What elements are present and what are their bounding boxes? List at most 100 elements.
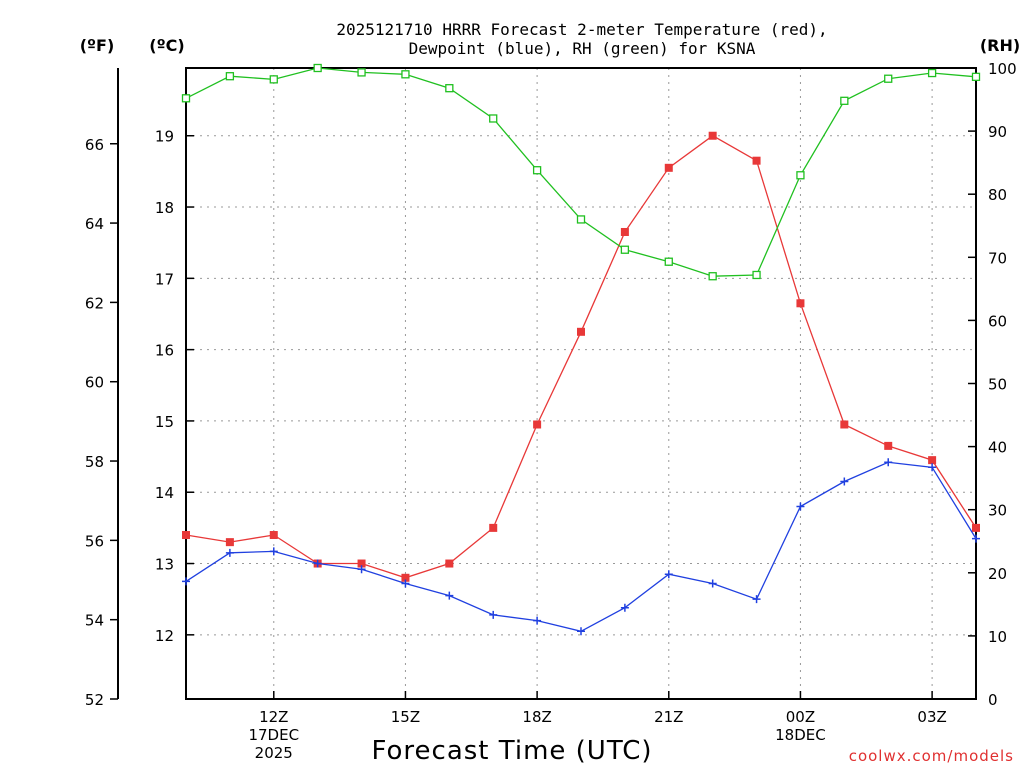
time-ticks: 12Z 17DEC 2025 15Z 18Z 21Z 00Z 18DEC 03Z: [248, 691, 947, 762]
dewpoint-point: [489, 610, 498, 619]
celsius-tick-label: 19: [155, 128, 174, 146]
rh-point: [664, 257, 673, 266]
fahrenheit-unit-label: (ºF): [80, 36, 115, 55]
rh-tick-label: 60: [988, 312, 1007, 330]
dewpoint-point: [928, 463, 937, 472]
fahrenheit-tick-label: 60: [85, 374, 104, 392]
rh-point: [971, 72, 981, 81]
temperature-point: [884, 441, 893, 450]
celsius-unit-label: (ºC): [149, 36, 184, 55]
rh-unit-label: (RH): [980, 36, 1020, 55]
rh-tick-label: 40: [988, 439, 1007, 457]
rh-tick-label: 20: [988, 565, 1007, 583]
dewpoint-point: [840, 477, 849, 486]
rh-point: [269, 75, 278, 84]
fahrenheit-tick-label: 52: [85, 691, 104, 709]
rh-ticks: 0 10 20 30 40 50 60 70 80 90 100: [968, 60, 1017, 709]
dewpoint-point: [577, 627, 585, 636]
dewpoint-point: [752, 595, 761, 604]
time-tick-label-line: 2025: [255, 744, 293, 762]
rh-point: [489, 114, 498, 123]
rh-point: [445, 84, 454, 93]
temperature-point: [708, 131, 717, 140]
dewpoint-point: [796, 502, 805, 511]
time-tick-label: 03Z: [917, 708, 946, 726]
time-tick-label-line: 12Z: [259, 708, 288, 726]
time-tick-label-line: 15Z: [391, 708, 420, 726]
data-series: [181, 63, 981, 636]
temperature-point: [533, 420, 542, 429]
rh-point: [576, 215, 586, 224]
rh-point: [225, 72, 235, 81]
rh-point: [181, 94, 191, 103]
chart-title-line2: Dewpoint (blue), RH (green) for KSNA: [409, 39, 756, 58]
rh-tick-label: 100: [988, 60, 1017, 78]
dewpoint-point: [708, 579, 717, 588]
dewpoint-point: [972, 534, 980, 543]
rh-tick-label: 50: [988, 376, 1007, 394]
dewpoint-point: [884, 458, 893, 467]
rh-tick-label: 10: [988, 628, 1007, 646]
temperature-point: [972, 523, 980, 532]
dewpoint-point: [357, 565, 366, 574]
chart-title-line1: 2025121710 HRRR Forecast 2-meter Tempera…: [336, 20, 827, 39]
temperature-point: [577, 327, 585, 336]
temperature-point: [401, 573, 410, 582]
celsius-tick-label: 14: [155, 484, 174, 502]
rh-line: [185, 67, 977, 277]
celsius-tick-label: 15: [155, 413, 174, 431]
fahrenheit-tick-label: 54: [85, 612, 104, 630]
temperature-point: [357, 559, 366, 568]
rh-point: [708, 272, 717, 281]
dewpoint-point: [401, 579, 410, 588]
time-tick-label-line: 00Z: [786, 708, 815, 726]
fahrenheit-tick-label: 56: [85, 532, 104, 550]
dewpoint-point: [269, 547, 278, 556]
temperature-point: [752, 156, 761, 165]
dewpoint-line: [185, 461, 977, 632]
celsius-tick-label: 12: [155, 627, 174, 645]
dewpoint-point: [313, 559, 322, 568]
plot-frame: [185, 67, 977, 700]
dewpoint-point: [445, 591, 454, 600]
time-tick-label: 00Z 18DEC: [775, 708, 826, 744]
dewpoint-point: [182, 577, 190, 586]
temperature-point: [796, 299, 805, 308]
dewpoint-point: [225, 548, 234, 557]
time-tick-label: 12Z 17DEC 2025: [248, 708, 299, 762]
celsius-tick-label: 18: [155, 199, 174, 217]
fahrenheit-tick-label: 62: [85, 294, 104, 312]
rh-point: [927, 68, 937, 78]
rh-tick-label: 30: [988, 502, 1007, 520]
rh-point: [796, 171, 805, 180]
time-tick-label: 21Z: [654, 708, 683, 726]
source-credit[interactable]: coolwx.com/models: [849, 747, 1014, 765]
temperature-point: [269, 531, 278, 540]
fahrenheit-tick-label: 58: [85, 453, 104, 471]
rh-tick-label: 80: [988, 186, 1007, 204]
temperature-point: [928, 456, 937, 465]
rh-tick-label: 0: [988, 691, 998, 709]
rh-point: [884, 74, 893, 83]
fahrenheit-tick-label: 64: [85, 215, 104, 233]
time-tick-label-line: 21Z: [654, 708, 683, 726]
fahrenheit-ticks: 52 54 56 58 60 62 64 66: [85, 136, 118, 709]
grid-lines: [186, 68, 976, 699]
rh-point: [401, 70, 410, 79]
celsius-tick-label: 16: [155, 342, 174, 360]
rh-point: [313, 63, 322, 73]
rh-point: [840, 96, 849, 105]
celsius-ticks: 12 13 14 15 16 17 18 19: [155, 128, 194, 645]
time-tick-label-line: 18DEC: [775, 726, 826, 744]
dewpoint-point: [533, 616, 542, 625]
celsius-tick-label: 17: [155, 270, 174, 288]
temperature-point: [182, 531, 190, 540]
fahrenheit-tick-label: 66: [85, 136, 104, 154]
dewpoint-point: [664, 570, 673, 579]
rh-point: [752, 270, 761, 280]
time-tick-label-line: 18Z: [522, 708, 551, 726]
temperature-point: [664, 163, 673, 172]
rh-tick-label: 90: [988, 123, 1007, 141]
temperature-point: [620, 227, 629, 236]
x-axis-title: Forecast Time (UTC): [371, 736, 652, 766]
